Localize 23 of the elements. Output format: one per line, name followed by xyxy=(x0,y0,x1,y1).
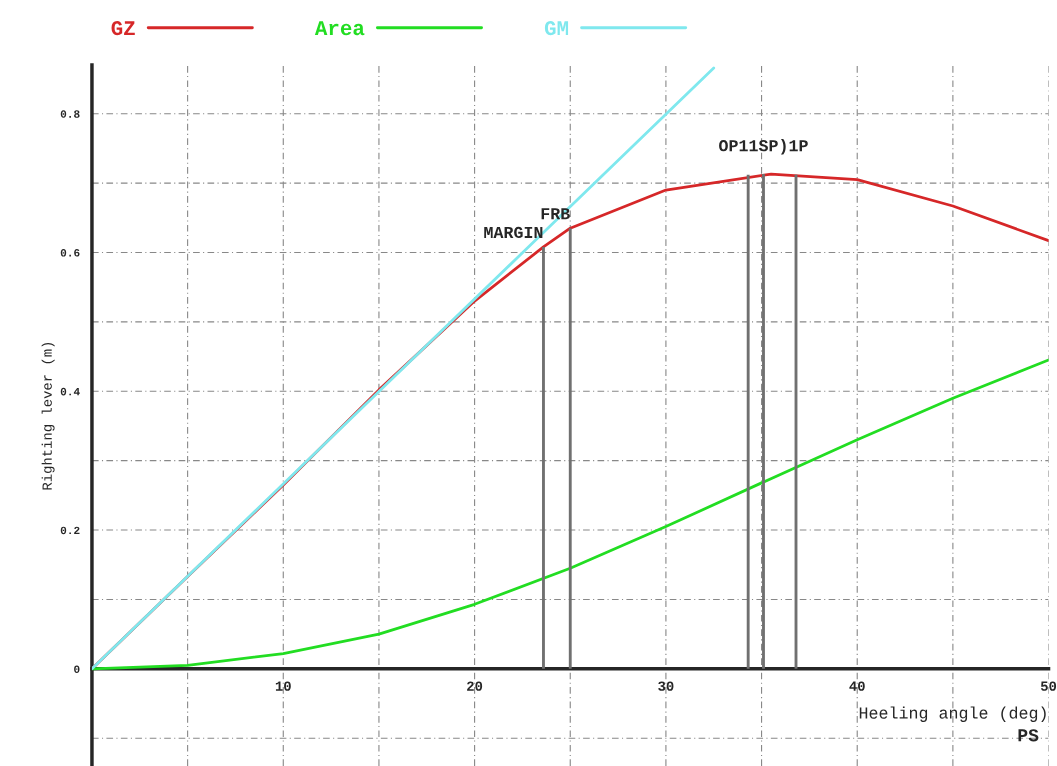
y-tick-label: 0 xyxy=(74,665,80,673)
bar xyxy=(542,246,545,669)
text: GM xyxy=(544,21,569,36)
bar xyxy=(762,174,765,669)
y-tick-label: 0.4 xyxy=(60,387,80,396)
text: Area xyxy=(314,21,365,36)
bar xyxy=(746,174,750,669)
line-series xyxy=(91,358,1049,671)
x-axis-title: Heeling angle (deg) xyxy=(859,706,1046,722)
y-tick-label: 0.8 xyxy=(60,110,80,118)
x-tick-label: 10 xyxy=(275,681,291,691)
x-tick-label: 50 xyxy=(1040,681,1057,691)
text: GZ xyxy=(111,21,135,36)
y-tick-label: 0.2 xyxy=(60,526,80,535)
y-tick-label: 0.6 xyxy=(60,249,80,257)
annotation: MARGIN xyxy=(484,226,543,239)
y-axis-title: Righting lever (m) xyxy=(41,342,55,490)
annotation: PS xyxy=(1018,729,1039,742)
x-tick-label: 40 xyxy=(849,681,865,691)
x-tick-label: 30 xyxy=(658,681,674,691)
annotation: OP11SP)1P xyxy=(719,139,808,155)
x-tick-label: 20 xyxy=(467,681,483,691)
bar xyxy=(568,228,572,669)
